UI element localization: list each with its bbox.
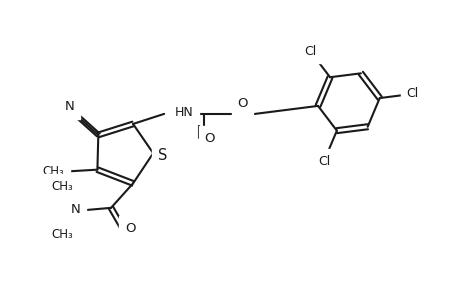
Text: S: S bbox=[157, 148, 167, 163]
Text: HN: HN bbox=[174, 106, 193, 118]
Text: CH₃: CH₃ bbox=[43, 164, 64, 178]
Text: O: O bbox=[204, 132, 215, 145]
Text: N: N bbox=[64, 100, 74, 113]
Text: O: O bbox=[125, 222, 135, 235]
Text: N: N bbox=[71, 203, 80, 216]
Text: Cl: Cl bbox=[405, 87, 418, 101]
Text: O: O bbox=[237, 97, 247, 110]
Text: Cl: Cl bbox=[317, 154, 330, 167]
Text: Cl: Cl bbox=[303, 44, 316, 58]
Text: CH₃: CH₃ bbox=[51, 180, 73, 193]
Text: CH₃: CH₃ bbox=[51, 228, 73, 241]
